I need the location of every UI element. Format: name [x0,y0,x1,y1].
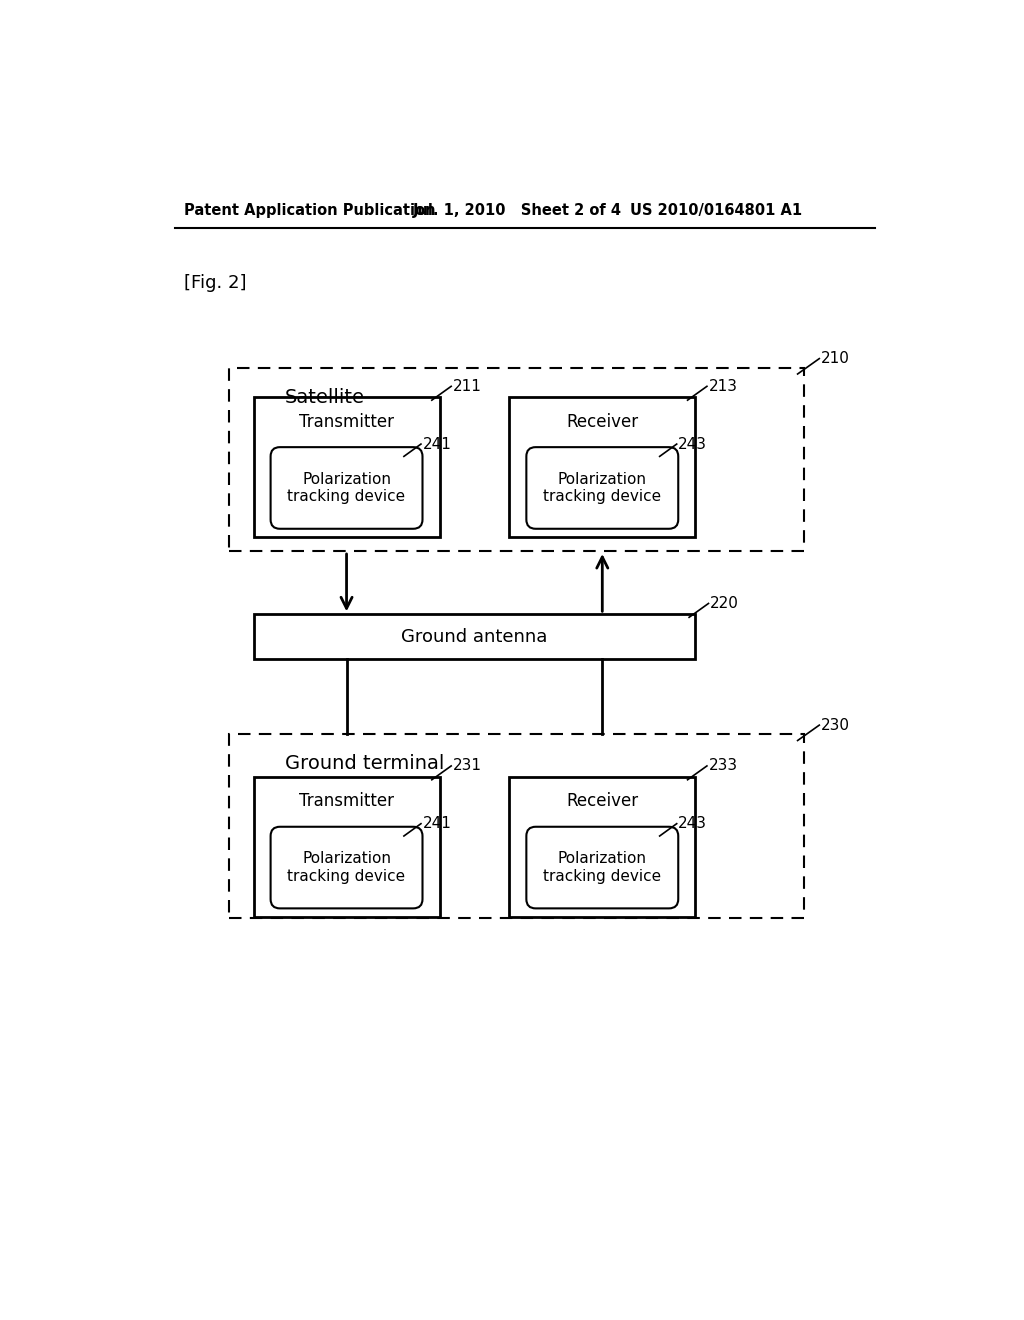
FancyBboxPatch shape [270,447,423,529]
Text: 233: 233 [709,759,737,774]
Text: [Fig. 2]: [Fig. 2] [183,275,247,292]
Text: Polarization
tracking device: Polarization tracking device [288,851,406,884]
Text: Transmitter: Transmitter [299,413,394,430]
Text: 243: 243 [678,437,708,451]
Text: 231: 231 [453,759,481,774]
Text: US 2010/0164801 A1: US 2010/0164801 A1 [630,203,803,218]
Text: 241: 241 [423,816,452,832]
Text: Ground antenna: Ground antenna [401,627,548,645]
Text: 213: 213 [709,379,737,393]
Bar [228,734,804,917]
Text: Polarization
tracking device: Polarization tracking device [544,851,662,884]
Text: 243: 243 [678,816,708,832]
FancyBboxPatch shape [509,397,695,537]
Text: 211: 211 [453,379,481,393]
FancyBboxPatch shape [254,614,695,659]
Text: Receiver: Receiver [566,792,638,810]
Text: Receiver: Receiver [566,413,638,430]
Text: Satellite: Satellite [285,388,365,407]
Text: Patent Application Publication: Patent Application Publication [183,203,435,218]
FancyBboxPatch shape [254,397,439,537]
Text: Jul. 1, 2010   Sheet 2 of 4: Jul. 1, 2010 Sheet 2 of 4 [414,203,623,218]
Text: Polarization
tracking device: Polarization tracking device [544,471,662,504]
Text: Transmitter: Transmitter [299,792,394,810]
FancyBboxPatch shape [254,776,439,917]
Text: 220: 220 [710,595,739,611]
FancyBboxPatch shape [270,826,423,908]
FancyBboxPatch shape [526,447,678,529]
Text: 230: 230 [821,718,850,733]
Bar [228,368,804,552]
Text: 241: 241 [423,437,452,451]
FancyBboxPatch shape [526,826,678,908]
Text: Ground terminal: Ground terminal [285,754,444,774]
Text: 210: 210 [821,351,850,366]
Text: Polarization
tracking device: Polarization tracking device [288,471,406,504]
FancyBboxPatch shape [509,776,695,917]
